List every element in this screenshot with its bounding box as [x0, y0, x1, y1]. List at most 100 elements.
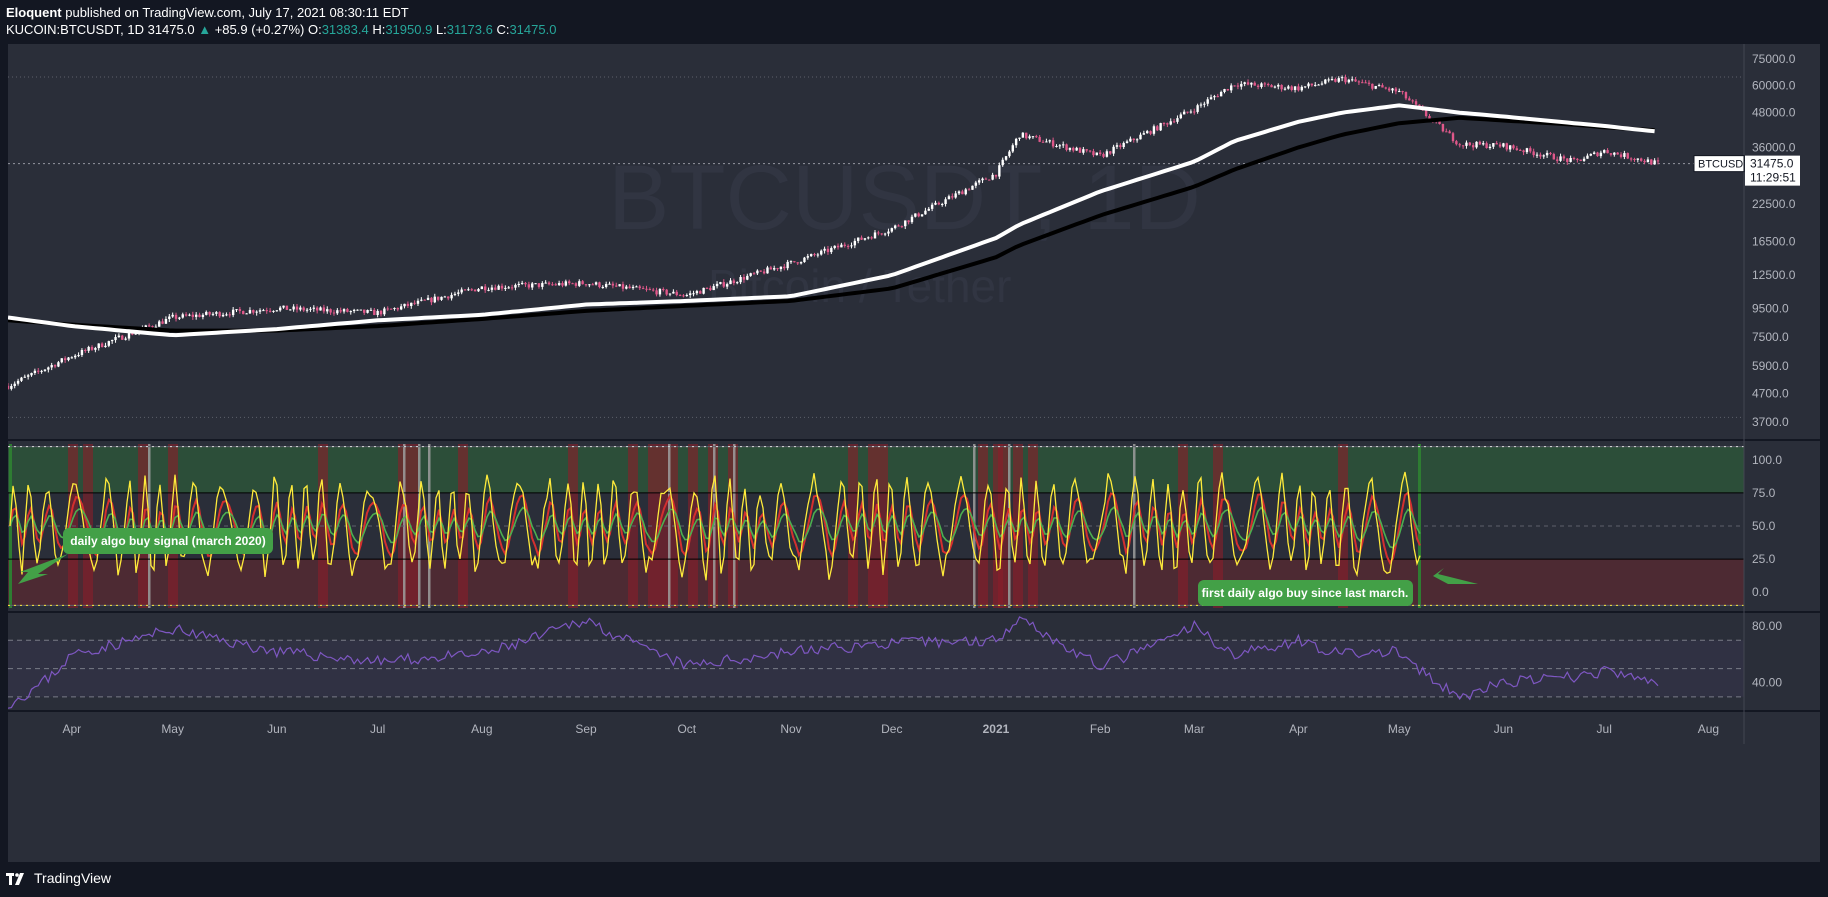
candle-body [1038, 136, 1041, 142]
candle-body [1559, 156, 1562, 161]
candle-body [450, 294, 453, 299]
candle-body [1458, 144, 1461, 146]
symbol-label[interactable]: KUCOIN:BTCUSDT, 1D [6, 22, 144, 37]
candle-body [998, 165, 1001, 177]
candle-body [857, 237, 860, 241]
ohlc-line: KUCOIN:BTCUSDT, 1D 31475.0 ▲ +85.9 (+0.2… [6, 21, 1816, 38]
oscillator-pane[interactable] [8, 444, 1744, 608]
candle-body [638, 286, 641, 289]
candle-body [709, 287, 712, 291]
chart-area[interactable]: BTCUSDT, 1D Bitcoin / Tether 75000.0 60000… [6, 44, 1820, 862]
candle-body [1112, 146, 1115, 154]
candle-body [342, 309, 346, 312]
candle-body [399, 306, 403, 310]
candle-body [1616, 152, 1619, 155]
candle-body [312, 307, 316, 309]
candle-body [991, 174, 994, 180]
candle-body [608, 283, 611, 285]
candle-body [769, 267, 773, 270]
candle-body [1545, 152, 1549, 156]
candle-body [396, 308, 400, 310]
candle-body [10, 386, 13, 389]
candle-body [1182, 111, 1186, 115]
candle-body [598, 282, 601, 288]
open-label: O: [307, 22, 322, 37]
candle-body [258, 310, 262, 312]
candle-body [604, 284, 608, 287]
candle-body [346, 309, 349, 312]
candle-body [722, 282, 725, 287]
candle-body [591, 284, 594, 286]
rsi-pane[interactable] [7, 616, 1744, 709]
candle-body [1492, 143, 1495, 147]
candle-body [181, 314, 184, 318]
candle-body [1048, 140, 1051, 142]
candle-body [1004, 156, 1008, 160]
candle-body [1179, 114, 1183, 119]
candle-body [13, 383, 16, 387]
ma-white-line [7, 103, 1655, 338]
candle-body [1411, 100, 1414, 102]
candle-body [84, 349, 87, 351]
candle-body [1555, 159, 1559, 161]
candle-body [208, 311, 211, 315]
candle-body [1656, 160, 1660, 162]
author-name[interactable]: Eloquent [6, 5, 62, 20]
candle-body [920, 214, 924, 217]
candle-body [883, 233, 887, 235]
candle-body [1445, 131, 1448, 133]
candle-body [1529, 148, 1532, 152]
change-up-icon: ▲ [198, 22, 212, 37]
candle-body [1340, 77, 1344, 79]
candle-body [1515, 148, 1519, 151]
candle-body [144, 325, 147, 329]
candle-body [379, 310, 383, 315]
tradingview-logo-icon [6, 873, 24, 885]
candle-body [551, 284, 554, 286]
close-label: C: [496, 22, 510, 37]
candle-body [574, 283, 578, 286]
brand-name[interactable]: TradingView [34, 870, 112, 886]
candle-body [783, 266, 786, 269]
candle-body [1142, 133, 1146, 135]
candle-body [1260, 83, 1263, 87]
candle-body [699, 291, 702, 294]
candle-body [1196, 105, 1199, 112]
candle-body [198, 314, 201, 317]
candle-body [1414, 101, 1418, 105]
candle-body [326, 309, 329, 312]
candle-body [1068, 147, 1072, 150]
candle-body [833, 245, 836, 249]
candle-body [1408, 98, 1411, 101]
candle-body [836, 245, 840, 248]
candle-body [813, 254, 816, 256]
candle-body [1028, 136, 1031, 139]
last-price: 31475.0 [147, 22, 195, 37]
candle-body [1300, 86, 1303, 91]
rsi-tick-label: 80.00 [1752, 619, 1782, 633]
candle-body [1512, 145, 1515, 149]
candle-body [349, 311, 352, 313]
candle-body [107, 341, 111, 346]
candle-body [1102, 153, 1105, 157]
candle-body [1236, 85, 1240, 87]
candle-body [1297, 86, 1300, 91]
candle-body [242, 310, 245, 315]
candle-body [16, 380, 20, 384]
candle-body [1307, 83, 1310, 87]
candle-body [1008, 151, 1011, 157]
sell-signal-bar [658, 444, 668, 608]
candle-body [1119, 145, 1122, 148]
candle-body [571, 283, 574, 285]
candle-body [547, 282, 551, 285]
candle-body [1354, 79, 1357, 82]
candle-body [944, 199, 947, 205]
candle-body [235, 309, 238, 311]
candle-body [443, 296, 447, 298]
candle-body [544, 282, 547, 284]
candle-body [641, 288, 645, 290]
candle-body [1051, 140, 1055, 147]
candle-body [692, 293, 695, 295]
